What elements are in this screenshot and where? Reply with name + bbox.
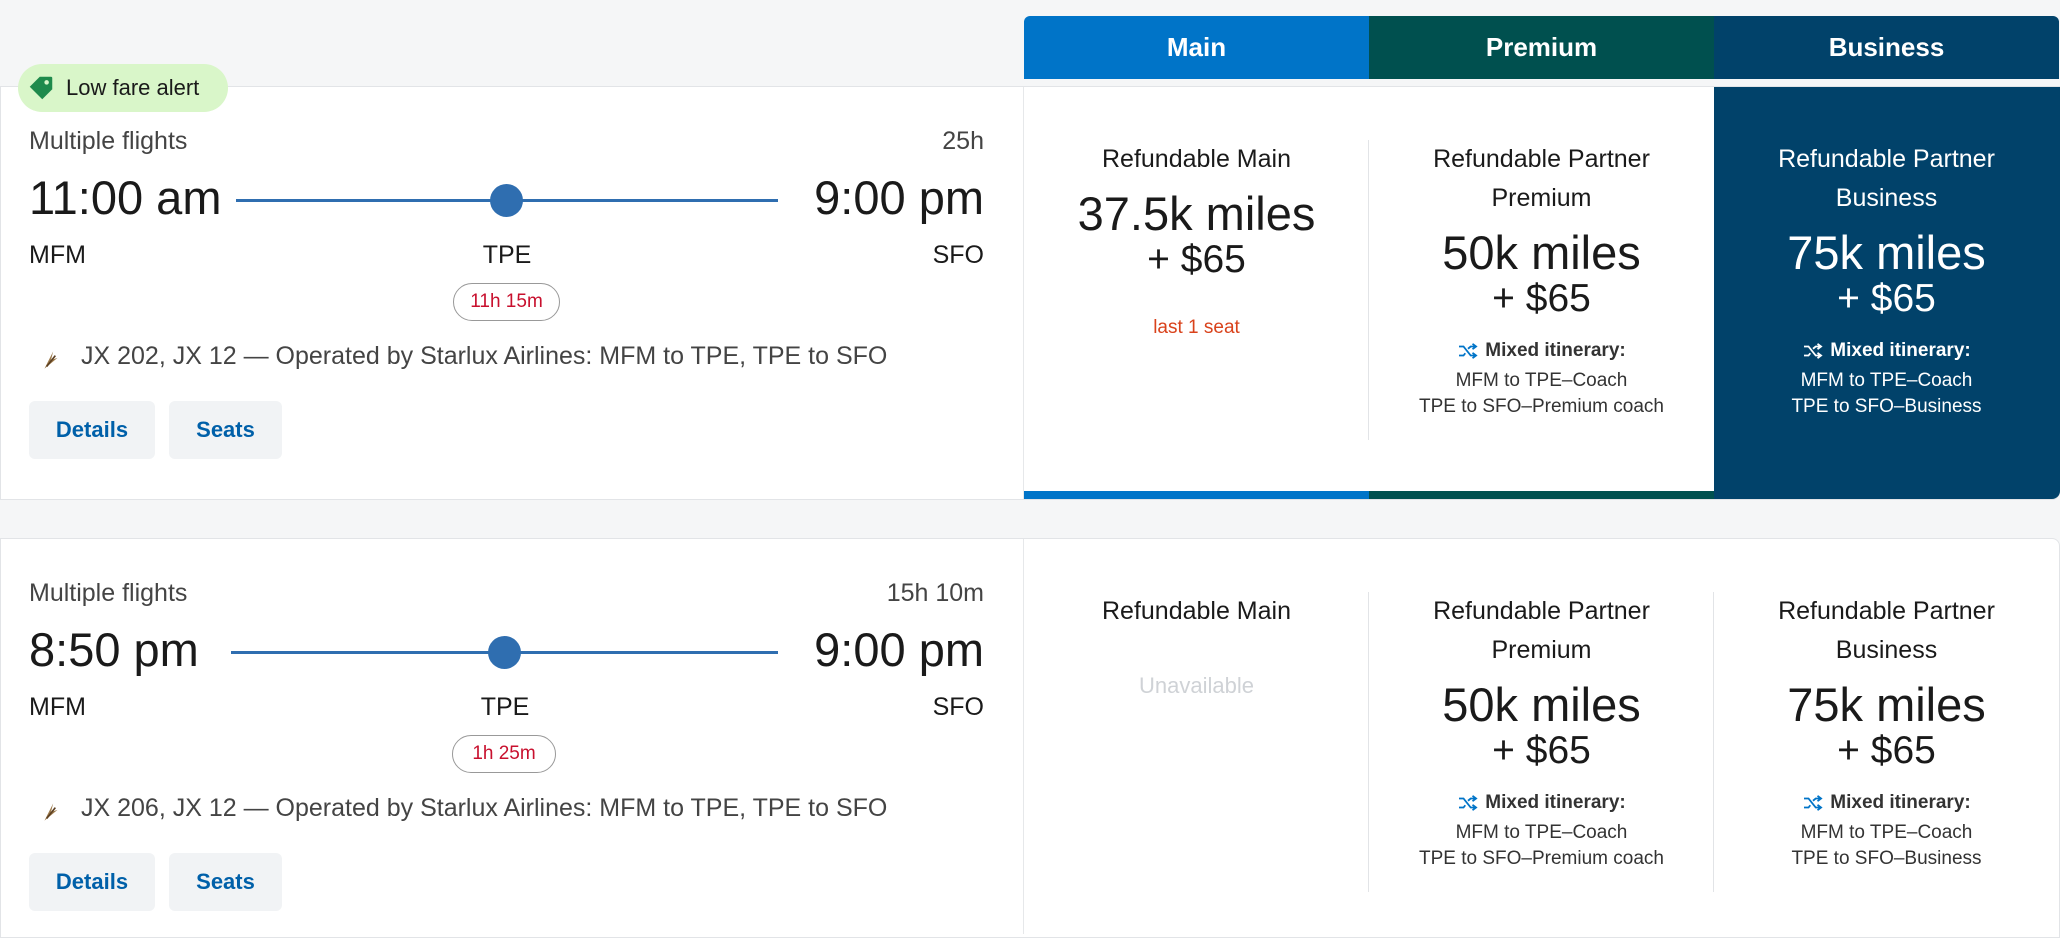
- stop-code: TPE: [482, 241, 532, 269]
- mixed-itinerary-line: TPE to SFO–Business: [1791, 396, 1982, 417]
- fare-business-selected[interactable]: Refundable Partner Business 75k miles + …: [1714, 140, 2059, 420]
- destination-code: SFO: [932, 241, 984, 269]
- mixed-itinerary-title: Mixed itinerary:: [1830, 340, 1971, 361]
- tag-icon: [29, 76, 53, 100]
- fare-main-unavailable: Refundable Main Unavailable: [1024, 592, 1369, 699]
- fare-name-line1: Refundable Partner: [1433, 597, 1650, 625]
- mixed-itinerary-line: MFM to TPE–Coach: [1800, 822, 1973, 843]
- mixed-itinerary-line: MFM to TPE–Coach: [1800, 370, 1973, 391]
- stop-marker: [490, 184, 523, 217]
- airline-logo-icon: [44, 351, 58, 369]
- premium-cabin-underline: [1369, 491, 1714, 499]
- depart-time: 11:00 am: [29, 171, 222, 224]
- selected-fare-background: [1714, 87, 2060, 499]
- mixed-itinerary-title: Mixed itinerary:: [1830, 792, 1971, 813]
- fare-name-line1: Refundable Partner: [1778, 597, 1995, 625]
- fare-name-line2: Business: [1835, 636, 1938, 664]
- origin-code: MFM: [29, 241, 86, 269]
- details-button[interactable]: Details: [29, 401, 155, 459]
- cabin-tab-premium[interactable]: Premium: [1369, 16, 1714, 79]
- fare-miles: 50k miles: [1442, 226, 1641, 279]
- main-cabin-underline: [1024, 491, 1369, 499]
- mixed-itinerary-title: Mixed itinerary:: [1485, 792, 1626, 813]
- mixed-itinerary: Mixed itinerary: MFM to TPE–Coach TPE to…: [1714, 790, 2059, 872]
- fare-status: Unavailable: [1139, 673, 1254, 698]
- fare-miles: 50k miles: [1442, 678, 1641, 731]
- layover-badge: 1h 25m: [452, 735, 556, 773]
- fare-name-line2: Business: [1835, 184, 1938, 212]
- seats-button[interactable]: Seats: [169, 853, 282, 911]
- cabin-tab-label: Premium: [1485, 32, 1598, 62]
- origin-code: MFM: [29, 693, 86, 721]
- fare-divider: [1713, 592, 1714, 892]
- fare-miles: 75k miles: [1787, 226, 1986, 279]
- details-button[interactable]: Details: [29, 853, 155, 911]
- cabin-tab-main[interactable]: Main: [1024, 16, 1369, 79]
- shuffle-icon: [1804, 795, 1823, 811]
- seats-button[interactable]: Seats: [169, 401, 282, 459]
- fare-miles: 75k miles: [1787, 678, 1986, 731]
- flight-duration: 25h: [942, 127, 984, 155]
- cabin-tab-business[interactable]: Business: [1714, 16, 2059, 79]
- shuffle-icon: [1459, 343, 1478, 359]
- fare-divider: [1368, 592, 1369, 892]
- fare-miles: 37.5k miles: [1077, 187, 1316, 240]
- stop-code: TPE: [480, 693, 530, 721]
- fare-premium[interactable]: Refundable Partner Premium 50k miles + $…: [1369, 592, 1714, 872]
- column-divider: [1023, 539, 1024, 934]
- shuffle-icon: [1804, 343, 1823, 359]
- low-fare-alert-badge: Low fare alert: [18, 64, 228, 112]
- fare-name-line2: Premium: [1491, 636, 1592, 664]
- mixed-itinerary-title: Mixed itinerary:: [1485, 340, 1626, 361]
- fare-fee: + $65: [1492, 729, 1591, 772]
- mixed-itinerary-line: TPE to SFO–Premium coach: [1419, 848, 1664, 869]
- fare-fee: + $65: [1837, 277, 1936, 320]
- mixed-itinerary-line: MFM to TPE–Coach: [1455, 370, 1628, 391]
- fare-divider: [1368, 140, 1369, 440]
- mixed-itinerary-line: MFM to TPE–Coach: [1455, 822, 1628, 843]
- fare-premium[interactable]: Refundable Partner Premium 50k miles + $…: [1369, 140, 1714, 420]
- column-divider: [1023, 87, 1024, 499]
- flight-type: Multiple flights: [29, 579, 188, 607]
- flight-description: JX 206, JX 12 — Operated by Starlux Airl…: [81, 794, 888, 822]
- fare-business[interactable]: Refundable Partner Business 75k miles + …: [1714, 592, 2059, 872]
- mixed-itinerary: Mixed itinerary: MFM to TPE–Coach TPE to…: [1714, 338, 2059, 420]
- cabin-tab-label: Business: [1828, 32, 1945, 62]
- fare-name-line2: Premium: [1491, 184, 1592, 212]
- fare-name: Refundable Main: [1101, 597, 1291, 625]
- shuffle-icon: [1459, 795, 1478, 811]
- fare-fee: + $65: [1492, 277, 1591, 320]
- mixed-itinerary: Mixed itinerary: MFM to TPE–Coach TPE to…: [1369, 790, 1714, 872]
- fare-fee: + $65: [1837, 729, 1936, 772]
- depart-time: 8:50 pm: [29, 623, 199, 676]
- flight-row: [0, 538, 2060, 938]
- flight-type: Multiple flights: [29, 127, 188, 155]
- mixed-itinerary-line: TPE to SFO–Premium coach: [1419, 396, 1664, 417]
- alert-label: Low fare alert: [66, 75, 200, 100]
- fare-name-line1: Refundable Partner: [1778, 145, 1995, 173]
- airline-logo-icon: [44, 803, 58, 821]
- arrive-time: 9:00 pm: [814, 171, 984, 224]
- fare-name-line1: Refundable Partner: [1433, 145, 1650, 173]
- cabin-tab-label: Main: [1166, 32, 1227, 62]
- layover-badge: 11h 15m: [453, 283, 560, 321]
- mixed-itinerary-line: TPE to SFO–Business: [1791, 848, 1982, 869]
- fare-fee: + $65: [1147, 238, 1246, 281]
- stop-marker: [488, 636, 521, 669]
- flight-description: JX 202, JX 12 — Operated by Starlux Airl…: [81, 342, 888, 370]
- flight-duration: 15h 10m: [886, 579, 984, 607]
- destination-code: SFO: [932, 693, 984, 721]
- mixed-itinerary: Mixed itinerary: MFM to TPE–Coach TPE to…: [1369, 338, 1714, 420]
- fare-main[interactable]: Refundable Main 37.5k miles + $65 last 1…: [1024, 140, 1369, 339]
- fare-name: Refundable Main: [1101, 145, 1291, 173]
- seat-availability-note: last 1 seat: [1153, 317, 1240, 338]
- arrive-time: 9:00 pm: [814, 623, 984, 676]
